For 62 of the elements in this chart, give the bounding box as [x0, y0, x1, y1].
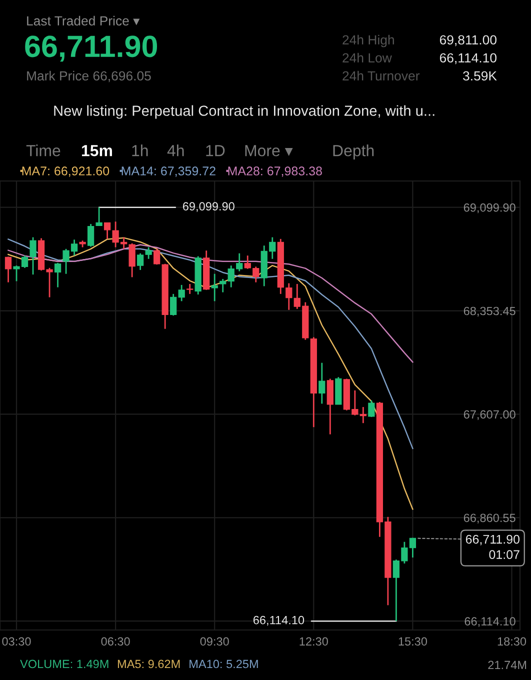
text: 4h [167, 144, 184, 156]
candlestick [4, 256, 12, 283]
text: 15m [82, 145, 112, 156]
candlestick [170, 293, 177, 316]
candlestick [360, 406, 366, 424]
candlestick [154, 248, 160, 266]
text: 21.74M [488, 660, 526, 670]
text: New listing: Perpetual Contract in Innovation Zone, with u... [54, 105, 434, 119]
text: 3.59K [463, 71, 497, 81]
legend-label: MA14: 67,359.72 [122, 166, 216, 177]
candlestick [96, 206, 102, 226]
text: 1h [132, 144, 148, 156]
text: Mark Price 66,696.05 [27, 70, 151, 82]
x-tick-label: 12:30 [300, 637, 328, 646]
text: 24h Turnover [342, 70, 420, 81]
candlestick [244, 254, 251, 270]
y-tick-label: 69,099.90 [464, 203, 516, 214]
text: Last Traded Price ▾ [27, 16, 140, 26]
candlestick [104, 222, 111, 240]
candlestick [128, 242, 136, 278]
text: 24h High [342, 34, 394, 48]
text: 69,811.00 [440, 35, 496, 46]
annotation: 69,099.90 [182, 202, 234, 212]
y-tick-label: 67,607.00 [464, 410, 516, 420]
candlestick [87, 223, 94, 248]
text: MA10: 5.25M [190, 660, 258, 668]
y-tick-label: 66,114.10 [464, 617, 516, 627]
x-tick-label: 18:30 [498, 637, 526, 646]
candlestick [30, 236, 36, 276]
x-tick-label: 03:30 [2, 637, 31, 646]
candlestick [136, 252, 144, 271]
text: Time [26, 144, 60, 156]
candlestick [368, 400, 375, 418]
legend-label: MA7: 66,921.60 [22, 166, 110, 177]
y-tick-label: 68,353.45 [464, 306, 516, 317]
text: VOLUME: 1.49M [20, 660, 108, 668]
candlestick [318, 362, 326, 404]
x-tick-label: 06:30 [101, 637, 130, 646]
text: 1D [206, 145, 225, 156]
candlestick [54, 262, 62, 288]
x-tick-label: 09:30 [200, 637, 229, 646]
text: More ▾ [245, 145, 293, 156]
candlestick [252, 266, 260, 283]
text: 66,114.10 [440, 53, 496, 64]
candlestick [220, 278, 226, 293]
candlestick [186, 283, 194, 295]
candlestick [326, 378, 334, 436]
x-tick-label: 15:30 [398, 637, 428, 646]
candlestick [286, 282, 292, 311]
candlestick [178, 284, 185, 302]
text: 24h Low [342, 52, 392, 63]
legend-label: MA28: 67,983.38 [228, 166, 322, 177]
line-series [8, 238, 414, 450]
text: Depth [333, 144, 374, 160]
text: MA5: 9.62M [118, 660, 180, 668]
annotation: 66,114.10 [253, 616, 304, 626]
candlestick [145, 246, 152, 260]
line-series [8, 237, 414, 510]
annotation: 66,711.90 01:07 [466, 534, 520, 559]
y-tick-label: 66,860.55 [464, 514, 516, 524]
text: 66,711.90 [25, 36, 157, 62]
line-series [8, 244, 414, 363]
